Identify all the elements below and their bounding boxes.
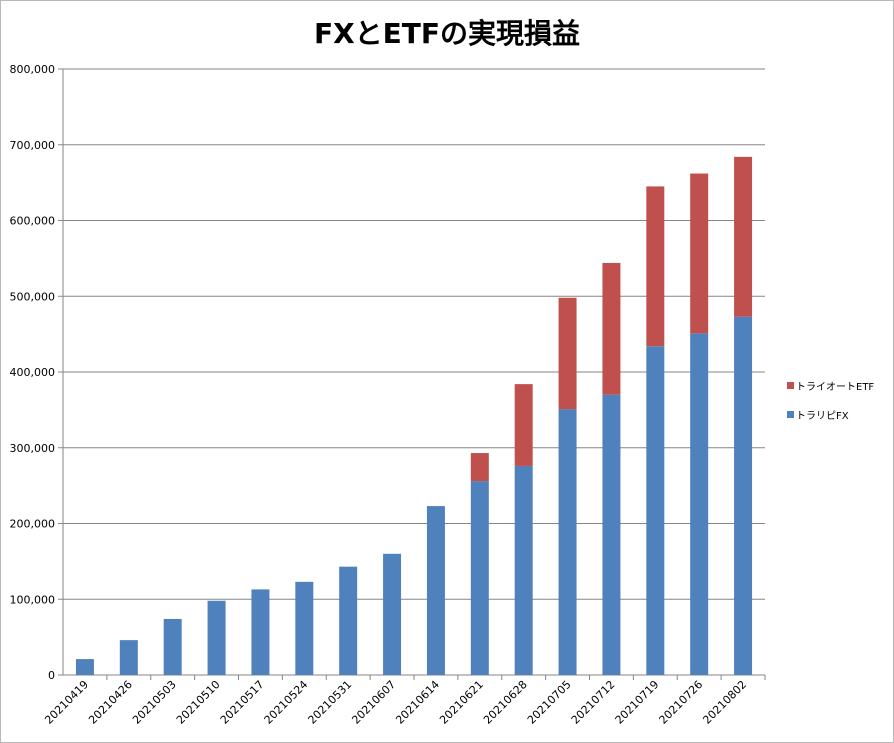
x-tick-label: 20210510 [174, 678, 223, 727]
legend-item-fx: トラリピFX [787, 407, 874, 422]
bar-fx [339, 566, 358, 675]
bar-fx [251, 589, 270, 675]
bar-fx [602, 394, 621, 675]
y-tick-label: 400,000 [10, 366, 56, 379]
x-tick-label: 20210607 [349, 678, 398, 727]
y-tick-label: 700,000 [10, 139, 56, 152]
bar-fx [75, 659, 94, 675]
y-tick-label: 500,000 [10, 290, 56, 303]
bar-fx [295, 581, 314, 675]
y-tick-label: 600,000 [10, 215, 56, 228]
bar-fx [207, 600, 226, 675]
legend-item-etf: トライオートETF [787, 378, 875, 393]
legend-swatch-fx [787, 410, 794, 418]
x-tick-label: 20210621 [437, 678, 486, 727]
bar-etf [646, 186, 665, 347]
bar-fx [514, 465, 533, 675]
bar-fx [119, 640, 138, 675]
legend-swatch-etf [787, 381, 794, 389]
y-tick-label: 100,000 [10, 593, 56, 606]
bar-fx [426, 506, 445, 675]
x-tick-label: 20210705 [525, 678, 574, 727]
chart-title: FXとETFの実現損益 [313, 17, 581, 50]
bar-fx [383, 553, 402, 675]
bar-fx [690, 333, 709, 675]
legend-label-etf: トライオートETF [796, 381, 875, 393]
x-tick-label: 20210719 [613, 678, 662, 727]
bar-etf [690, 173, 709, 334]
bar-etf [470, 453, 489, 482]
legend-label-fx: トラリピFX [796, 410, 849, 422]
legend: トライオートETF トラリピFX [787, 378, 874, 436]
bar-fx [558, 409, 577, 675]
y-tick-label: 200,000 [10, 518, 56, 531]
x-tick-label: 20210517 [218, 678, 267, 727]
x-tick-label: 20210712 [569, 678, 618, 727]
bar-fx [646, 346, 665, 675]
bar-fx [734, 316, 753, 675]
y-tick-label: 800,000 [10, 63, 56, 76]
bar-etf [602, 262, 621, 395]
x-tick-label: 20210531 [306, 678, 355, 727]
y-tick-label: 300,000 [10, 442, 56, 455]
x-tick-label: 20210802 [700, 678, 749, 727]
bar-fx [470, 481, 489, 675]
x-tick-label: 20210628 [481, 678, 530, 727]
x-tick-label: 20210503 [130, 678, 179, 727]
bar-etf [514, 384, 533, 466]
x-tick-label: 20210426 [86, 678, 135, 727]
x-tick-label: 20210419 [42, 678, 91, 727]
bar-etf [558, 297, 577, 410]
x-tick-label: 20210726 [657, 678, 706, 727]
bar-etf [734, 156, 753, 317]
bar-fx [163, 618, 182, 675]
x-tick-label: 20210524 [262, 678, 311, 727]
x-tick-label: 20210614 [393, 678, 442, 727]
y-tick-label: 0 [48, 669, 55, 682]
